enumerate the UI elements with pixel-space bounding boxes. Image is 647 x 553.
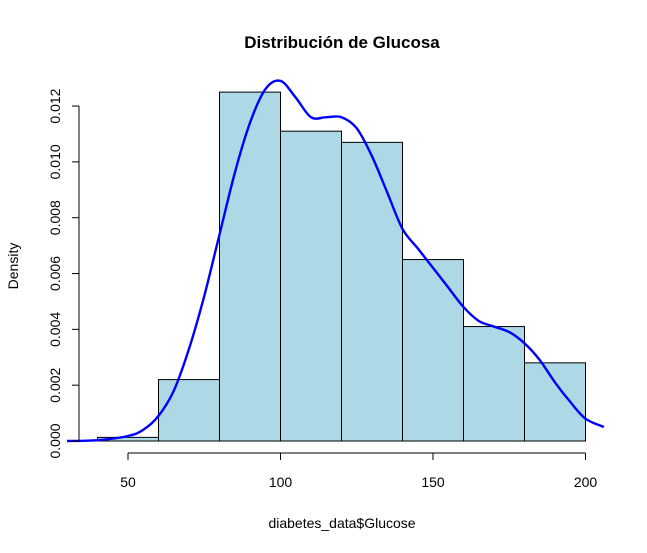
x-tick-label: 50 [120,474,136,490]
axes-group: 50 100 150 200 0.000 0.002 0.004 0.006 0.008 0.01… [47,88,597,490]
curve-layer [66,79,605,443]
y-tick-label: 0.000 [47,423,63,458]
histogram-bar-2 [158,379,220,442]
density-curve [66,79,605,443]
x-axis-label: diabetes_data$Glucose [268,515,415,531]
y-tick-label: 0.010 [47,144,63,179]
chart-title: Distribución de Glucosa [244,33,440,52]
y-tick-label: 0.002 [47,367,63,402]
y-axis-label: Density [5,243,21,290]
histogram-bar-8 [524,362,586,442]
y-tick-label: 0.006 [47,256,63,291]
y-tick-label: 0.008 [47,200,63,235]
x-tick-label: 150 [421,474,445,490]
histogram-bar-7 [463,326,525,442]
x-tick-label: 200 [574,474,598,490]
histogram-bar-6 [402,259,464,442]
histogram-bar-3 [219,91,281,442]
histogram-bar-5 [341,141,403,442]
y-tick-label: 0.012 [47,88,63,123]
bars-group [97,91,586,442]
x-tick-label: 100 [269,474,293,490]
histogram-bar-4 [280,130,342,442]
y-tick-label: 0.004 [47,312,63,347]
